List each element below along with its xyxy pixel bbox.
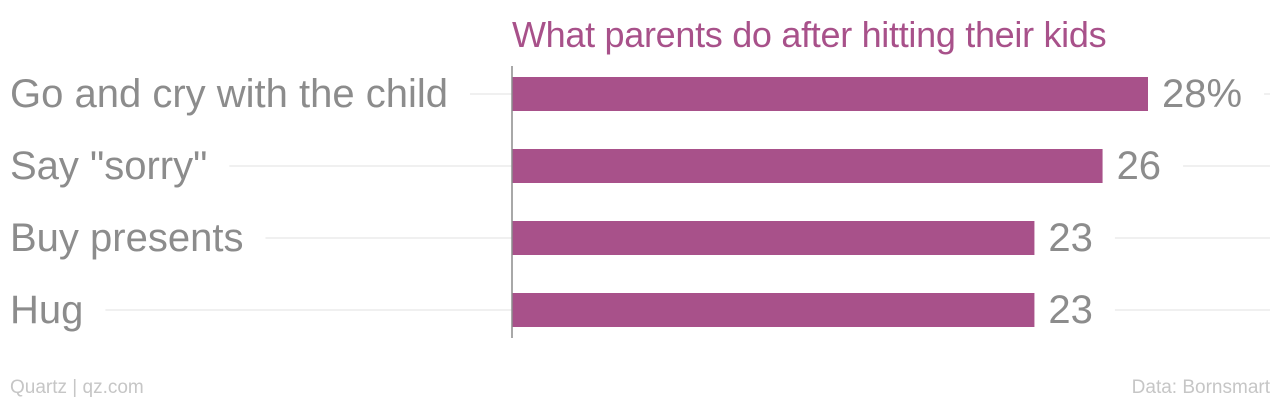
category-label: Go and cry with the child (10, 72, 448, 116)
value-label: 28% (1162, 72, 1242, 116)
chart-title: What parents do after hitting their kids (512, 14, 1107, 55)
bar (512, 293, 1035, 327)
footer-credit: Data: Bornsmart (1131, 377, 1270, 398)
category-label: Buy presents (10, 216, 243, 260)
value-label: 26 (1117, 144, 1162, 188)
bar (512, 149, 1103, 183)
bar (512, 221, 1035, 255)
value-label: 23 (1048, 216, 1093, 260)
category-label: Say "sorry" (10, 144, 207, 188)
footer-source: Quartz | qz.com (10, 377, 144, 398)
category-label: Hug (10, 288, 83, 332)
value-label: 23 (1048, 288, 1093, 332)
bar (512, 77, 1148, 111)
